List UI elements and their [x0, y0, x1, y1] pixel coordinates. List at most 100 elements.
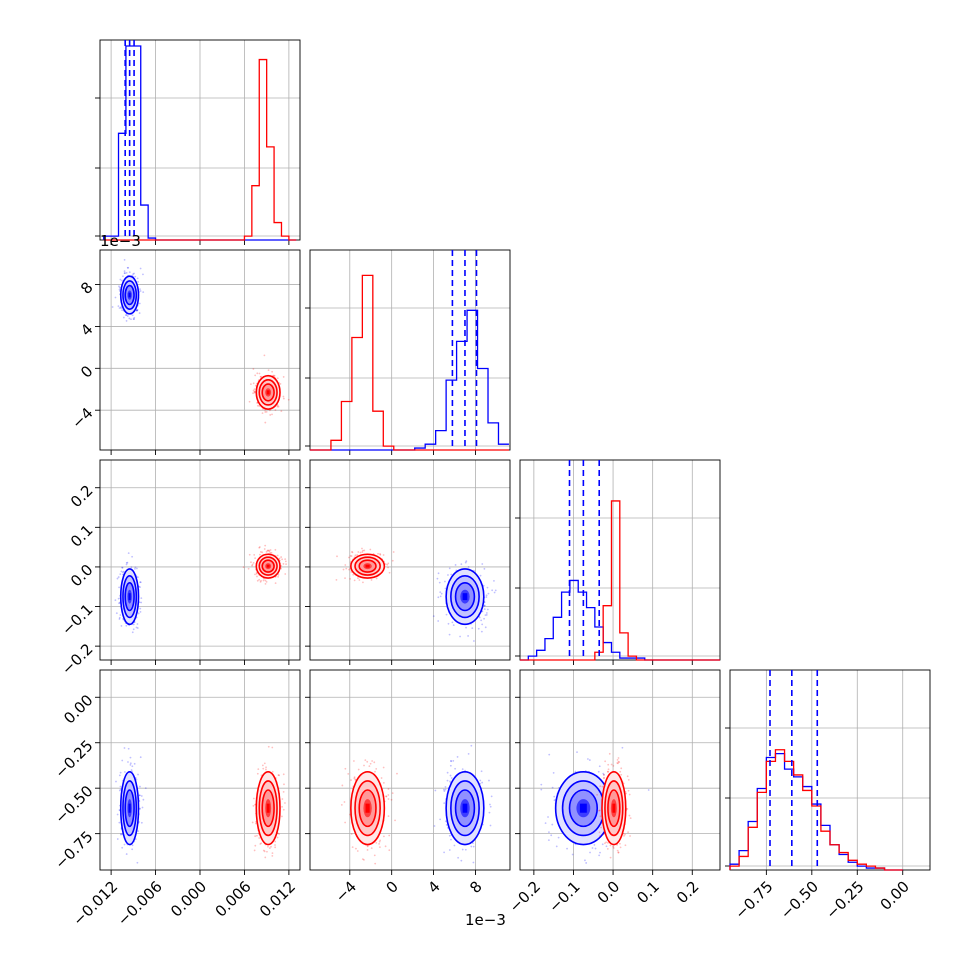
- scatter-point: [116, 577, 119, 580]
- panel-contents: [115, 745, 286, 864]
- scatter-point: [363, 764, 365, 767]
- scatter-point: [566, 847, 568, 850]
- scatter-point: [628, 793, 631, 796]
- scatter-point: [253, 553, 256, 556]
- histogram-step-red: [729, 749, 903, 871]
- scatter-point: [252, 797, 255, 800]
- scatter-point: [551, 786, 554, 789]
- y-tick-label: −0.2: [58, 640, 96, 678]
- y-tick-label: −0.1: [58, 600, 96, 638]
- scatter-point: [366, 760, 369, 763]
- scatter-point: [343, 801, 346, 803]
- scatter-point: [609, 856, 612, 859]
- scatter-point: [267, 369, 270, 371]
- x-tick-label: −0.2: [506, 878, 544, 916]
- scatter-point: [282, 563, 285, 565]
- scatter-point: [350, 779, 352, 781]
- scatter-point: [266, 549, 269, 552]
- density-peak: [365, 803, 370, 813]
- scatter-point: [379, 839, 382, 842]
- scatter-point: [619, 770, 622, 773]
- scatter-panel-2-0: −0.2−0.1 0.0 0.1 0.2: [58, 459, 301, 678]
- scatter-point: [136, 576, 139, 579]
- scatter-point: [452, 624, 455, 627]
- scatter-point: [394, 819, 396, 822]
- scatter-point: [111, 306, 114, 308]
- scatter-point: [137, 773, 139, 776]
- scatter-point: [601, 843, 604, 846]
- scatter-point: [284, 560, 287, 563]
- x-tick-label: −4: [332, 878, 360, 906]
- scatter-point: [609, 844, 612, 847]
- density-peak: [266, 564, 270, 568]
- scatter-point: [280, 410, 283, 413]
- scatter-point: [271, 746, 274, 749]
- scatter-point: [387, 788, 390, 790]
- scatter-point: [373, 761, 376, 764]
- bottom-offset-label: 1e−3: [465, 911, 506, 929]
- scatter-point: [552, 771, 555, 774]
- scatter-point: [268, 847, 271, 849]
- scatter-point: [374, 862, 377, 865]
- scatter-point: [553, 795, 556, 798]
- scatter-point: [274, 409, 277, 411]
- scatter-point: [484, 614, 487, 616]
- scatter-point: [443, 790, 446, 792]
- scatter-point: [284, 802, 286, 804]
- scatter-point: [120, 570, 123, 573]
- scatter-point: [370, 847, 373, 850]
- scatter-point: [278, 833, 281, 835]
- scatter-point: [432, 615, 435, 617]
- scatter-point: [281, 798, 284, 800]
- scatter-point: [486, 586, 489, 589]
- scatter-point: [382, 835, 385, 838]
- scatter-point: [444, 587, 447, 590]
- scatter-point: [252, 389, 255, 392]
- x-tick-label: 0.012: [256, 878, 299, 921]
- scatter-point: [262, 767, 265, 770]
- scatter-point: [276, 554, 279, 557]
- scatter-point: [382, 766, 385, 769]
- scatter-point: [269, 551, 272, 554]
- scatter-point: [387, 566, 389, 569]
- scatter-point: [254, 835, 257, 837]
- scatter-point: [484, 626, 487, 629]
- x-tick-label: 0.2: [673, 878, 703, 908]
- scatter-point: [439, 591, 442, 594]
- scatter-point: [268, 409, 271, 412]
- scatter-point: [141, 806, 144, 809]
- scatter-point: [130, 318, 132, 321]
- density-peak: [365, 564, 370, 568]
- scatter-point: [446, 779, 449, 782]
- scatter-point: [443, 802, 446, 805]
- scatter-point: [251, 821, 254, 824]
- histogram-panel-2: [515, 459, 721, 665]
- scatter-point: [465, 560, 468, 563]
- x-tick-label: 0.0: [594, 878, 624, 908]
- scatter-point: [387, 815, 390, 818]
- scatter-point: [550, 834, 553, 837]
- scatter-point: [123, 771, 126, 773]
- scatter-point: [361, 858, 364, 861]
- scatter-point: [129, 756, 132, 759]
- scatter-point: [597, 770, 600, 773]
- scatter-point: [131, 765, 134, 768]
- scatter-point: [594, 847, 597, 850]
- scatter-point: [606, 848, 609, 850]
- scatter-point: [252, 804, 255, 807]
- scatter-point: [271, 413, 273, 416]
- scatter-point: [437, 572, 440, 575]
- scatter-point: [130, 769, 133, 771]
- scatter-point: [457, 856, 460, 859]
- scatter-point: [258, 546, 261, 549]
- scatter-point: [119, 771, 122, 774]
- y-tick-label: 0: [77, 362, 96, 381]
- scatter-point: [262, 579, 265, 582]
- scatter-point: [131, 844, 134, 847]
- scatter-point: [612, 845, 615, 848]
- scatter-point: [483, 604, 486, 607]
- scatter-point: [348, 556, 350, 559]
- scatter-point: [444, 788, 447, 791]
- scatter-point: [619, 842, 621, 845]
- scatter-point: [137, 612, 140, 615]
